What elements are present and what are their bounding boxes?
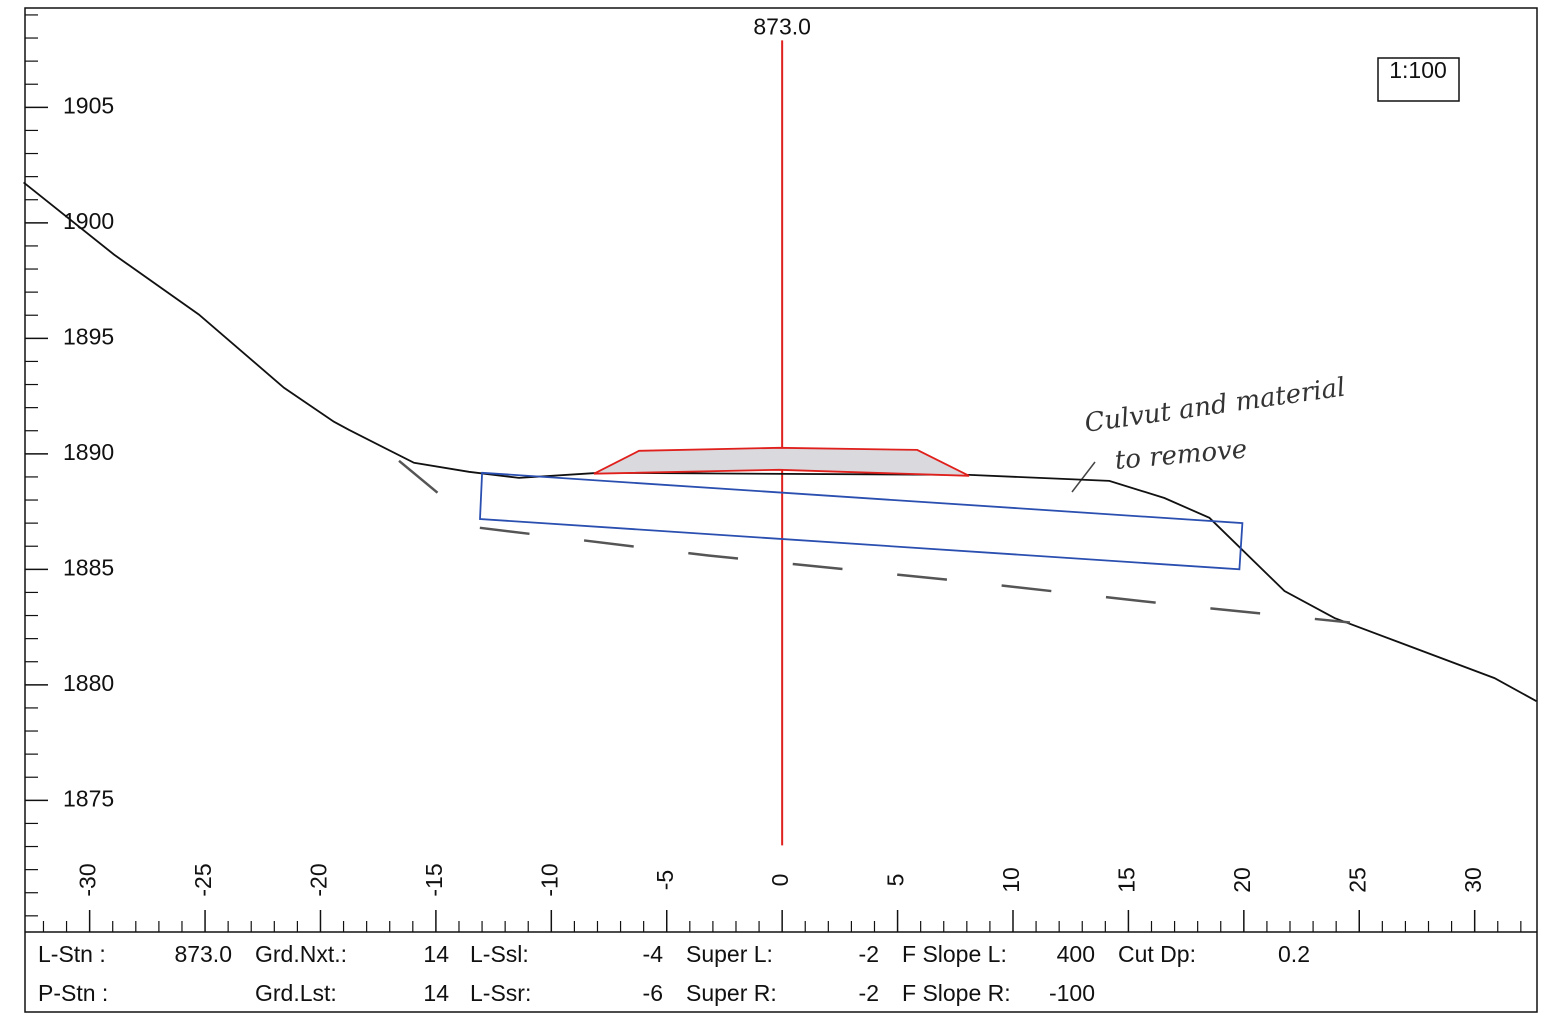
table-value: 14 [423, 980, 449, 1006]
table-label: L-Ssl: [470, 941, 529, 967]
table-value: -2 [859, 941, 879, 967]
x-tick-label: -25 [190, 863, 216, 896]
series-line [398, 459, 1351, 624]
series-line [23, 181, 1537, 702]
table-label: P-Stn : [38, 980, 108, 1006]
y-tick-label: 1875 [63, 785, 114, 811]
x-tick-label: -30 [75, 863, 101, 896]
frame [24, 7, 1538, 1013]
table-value: 400 [1057, 941, 1095, 967]
x-tick-label: -5 [652, 870, 678, 890]
station-label: 873.0 [753, 13, 811, 39]
scale-box [1377, 57, 1460, 102]
table-value: -2 [859, 980, 879, 1006]
annotation-pointer [1071, 461, 1096, 493]
series-line [479, 471, 1244, 571]
table-label: F Slope L: [902, 941, 1007, 967]
y-tick-label: 1895 [63, 323, 114, 349]
annotation: Culvut and material [1083, 373, 1347, 439]
y-tick-label: 1880 [63, 670, 114, 696]
table-label: Grd.Nxt.: [255, 941, 347, 967]
y-tick-label: 1905 [63, 92, 114, 118]
x-tick-label: 15 [1113, 867, 1139, 893]
x-tick-label: 30 [1460, 867, 1486, 893]
table-label: Super R: [686, 980, 777, 1006]
x-tick-label: -15 [421, 863, 447, 896]
x-tick-label: 25 [1344, 867, 1370, 893]
table-value: -4 [643, 941, 664, 967]
annotation: to remove [1114, 435, 1249, 476]
table-value: -100 [1049, 980, 1095, 1006]
x-tick-label: 20 [1229, 867, 1255, 893]
table-label: L-Stn : [38, 941, 106, 967]
table-value: 14 [423, 941, 449, 967]
table-label: F Slope R: [902, 980, 1011, 1006]
x-tick-label: 0 [767, 874, 793, 887]
table-label: L-Ssr: [470, 980, 531, 1006]
x-tick-label: 10 [998, 867, 1024, 893]
table-value: 873.0 [174, 941, 232, 967]
x-tick-label: 5 [883, 874, 909, 887]
table-label: Cut Dp: [1118, 941, 1196, 967]
x-tick-label: -10 [536, 863, 562, 896]
table-value: 0.2 [1278, 941, 1310, 967]
scale-label: 1:100 [1389, 57, 1447, 83]
x-tick-label: -20 [306, 863, 332, 896]
series-line [593, 446, 970, 477]
table-value: -6 [643, 980, 663, 1006]
y-tick-label: 1890 [63, 439, 114, 465]
table-label: Super L: [686, 941, 773, 967]
table-label: Grd.Lst: [255, 980, 337, 1006]
y-tick-label: 1885 [63, 554, 114, 580]
